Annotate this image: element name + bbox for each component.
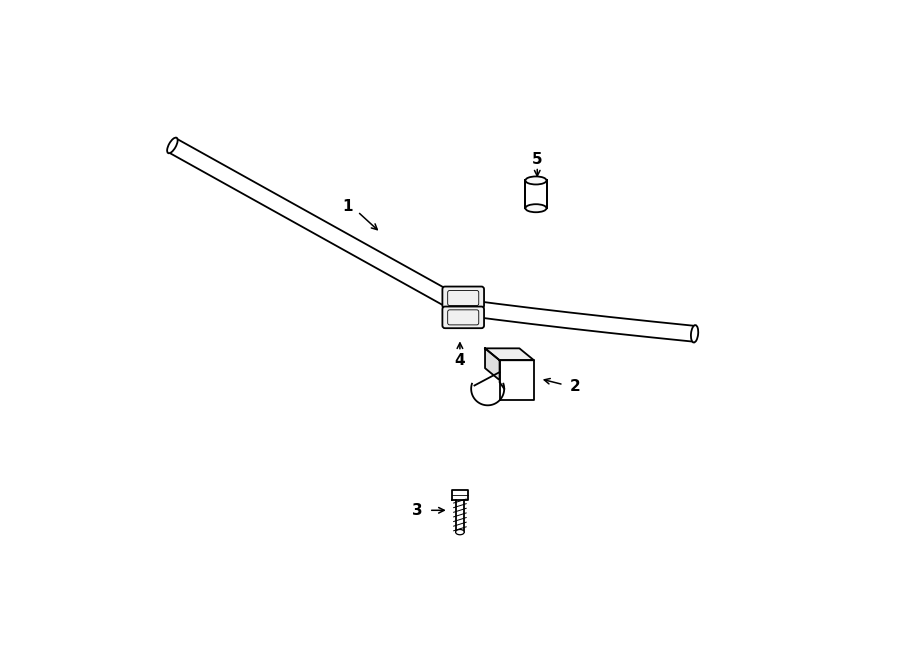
Text: 2: 2: [571, 379, 581, 393]
Polygon shape: [452, 490, 468, 500]
Polygon shape: [500, 360, 534, 400]
Text: 4: 4: [454, 353, 465, 368]
Ellipse shape: [526, 204, 546, 212]
Ellipse shape: [691, 325, 698, 342]
Ellipse shape: [167, 137, 177, 153]
Polygon shape: [446, 305, 481, 309]
FancyBboxPatch shape: [443, 287, 484, 308]
Polygon shape: [485, 348, 500, 380]
Text: 5: 5: [532, 153, 543, 167]
Text: 3: 3: [411, 503, 422, 518]
Ellipse shape: [526, 176, 546, 184]
Ellipse shape: [455, 529, 464, 535]
Polygon shape: [485, 348, 534, 360]
FancyBboxPatch shape: [443, 307, 484, 329]
Polygon shape: [526, 180, 546, 208]
Text: 1: 1: [342, 199, 353, 214]
